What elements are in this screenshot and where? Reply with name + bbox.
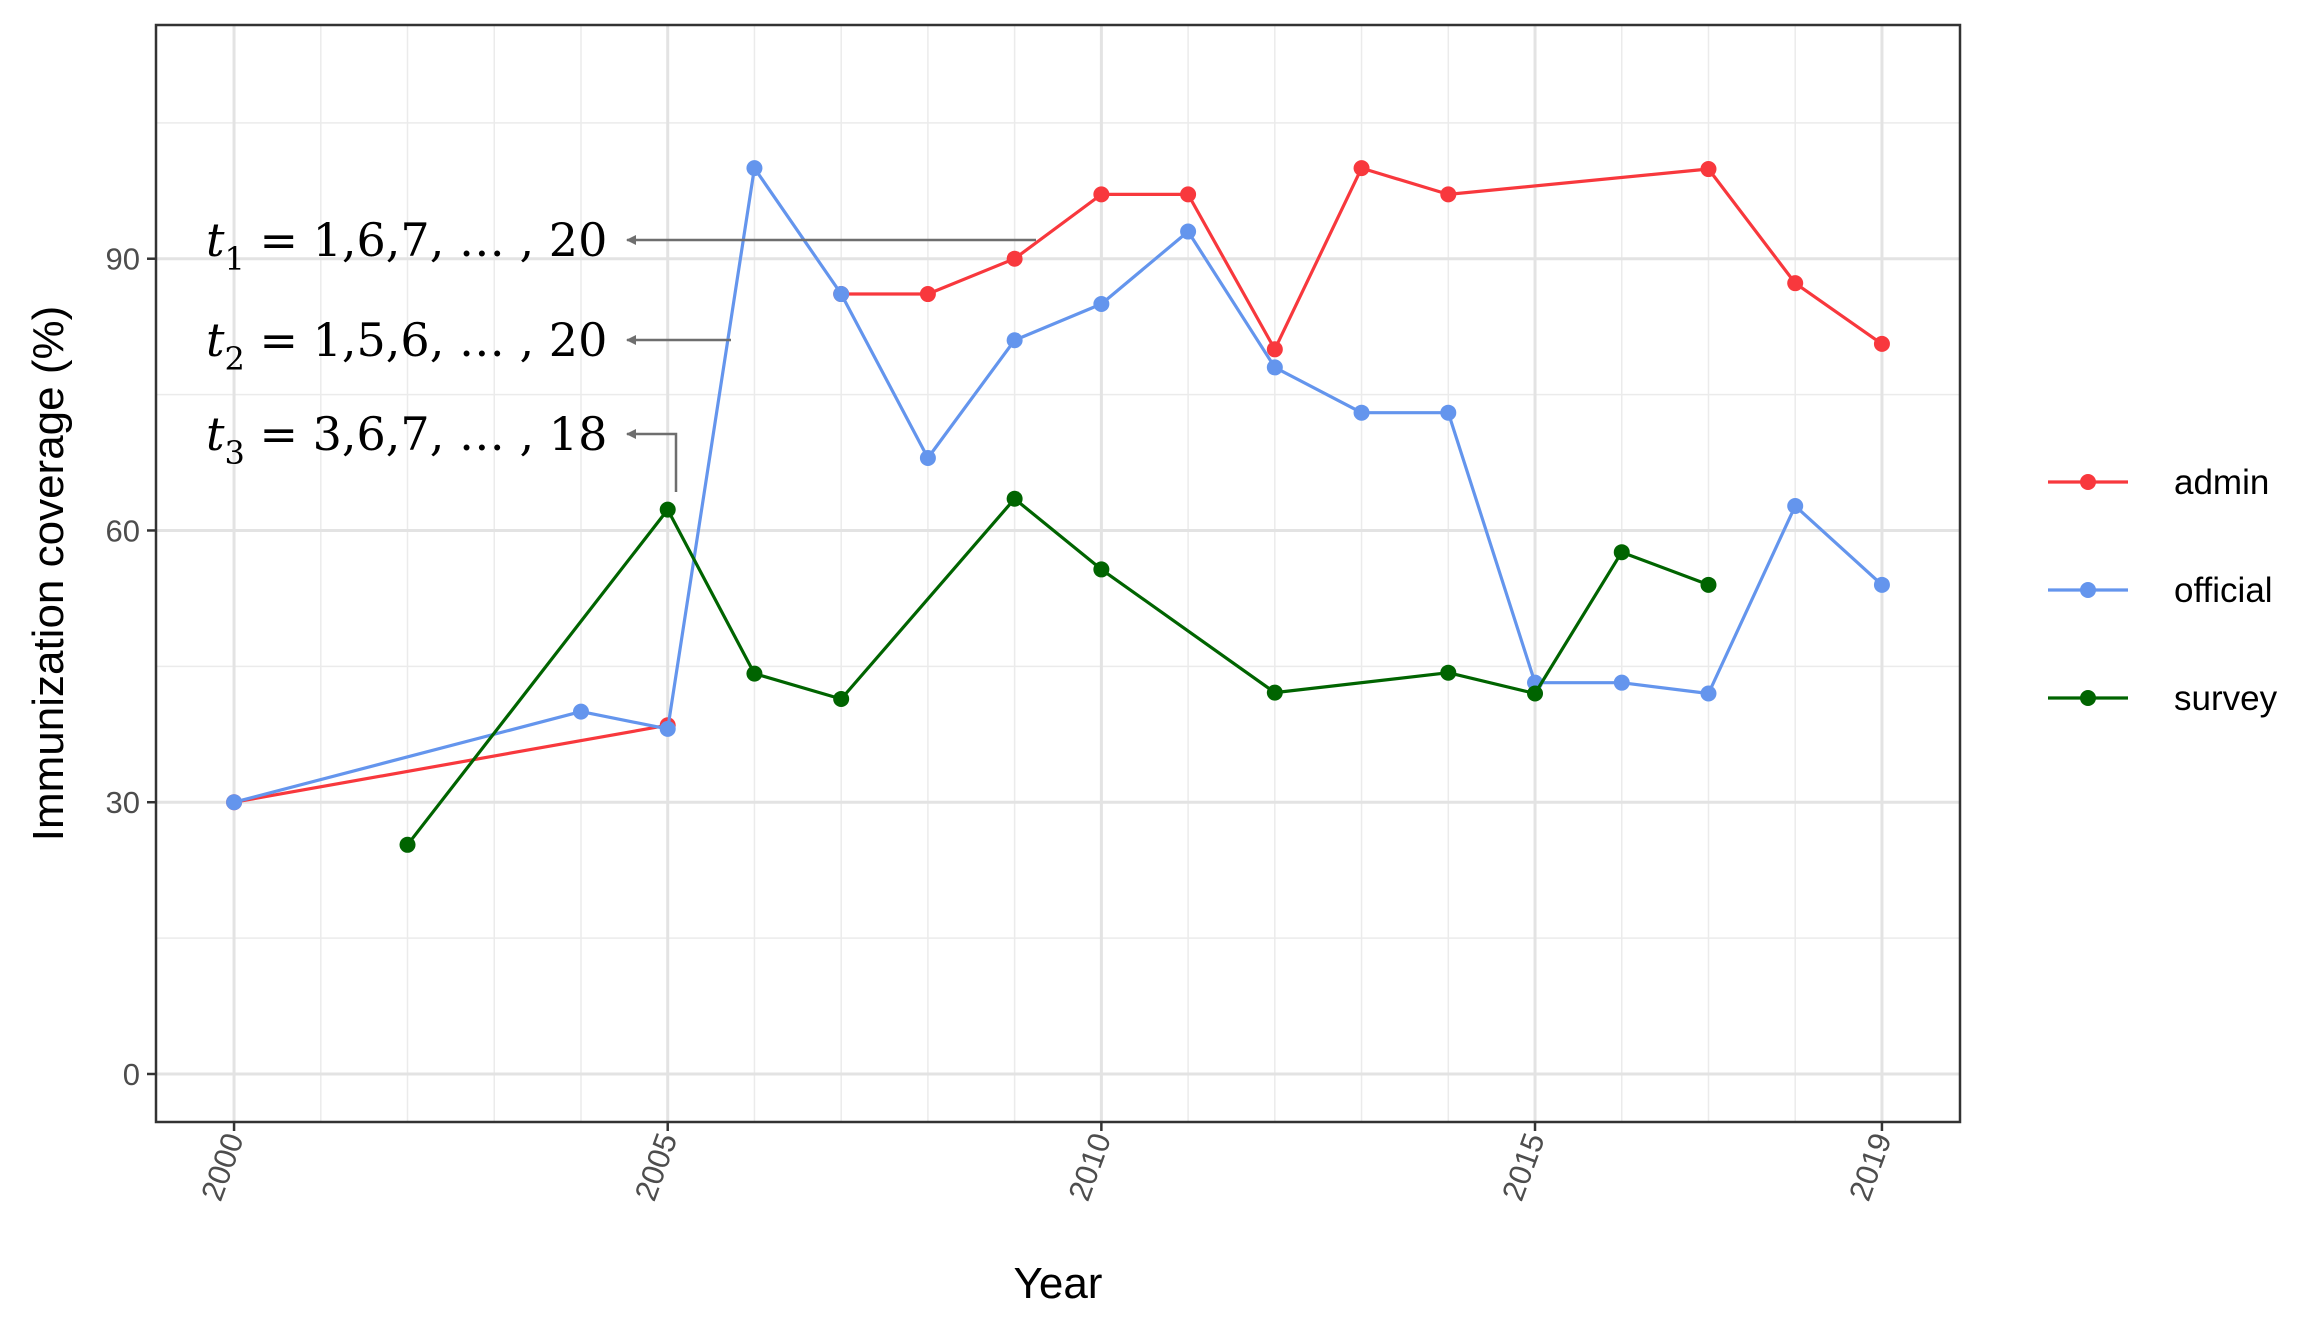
data-point-official	[1353, 404, 1370, 421]
x-tick-label: 2015	[1495, 1128, 1551, 1205]
data-point-survey	[833, 690, 850, 707]
data-point-official	[226, 794, 243, 811]
annotation-subscript: 2	[225, 340, 245, 378]
annotation-subscript: 1	[225, 240, 245, 278]
x-tick-label: 2000	[194, 1128, 250, 1205]
legend-key-point-admin	[2080, 474, 2096, 490]
panel-border	[154, 23, 1962, 1124]
y-tick-label: 90	[106, 242, 140, 277]
annotation-values: = 1,5,6, … , 20	[245, 313, 607, 367]
series-line-admin	[233, 723, 668, 804]
data-point-survey	[1613, 544, 1630, 561]
series-layer	[226, 160, 1890, 853]
annotation-var: t	[206, 313, 225, 367]
annotation-label: t1 = 1,6,7, … , 20	[206, 213, 607, 278]
data-point-official	[1440, 404, 1457, 421]
panel-border	[154, 23, 1962, 1124]
data-point-admin	[1006, 250, 1023, 267]
axis-ticks	[147, 257, 1884, 1131]
data-point-official	[572, 703, 589, 720]
data-point-survey	[1006, 490, 1023, 507]
y-tick-label: 0	[123, 1057, 140, 1092]
legend-label-admin: admin	[2174, 463, 2269, 502]
y-tick-label: 30	[106, 785, 140, 820]
data-point-survey	[1700, 576, 1717, 593]
data-point-survey	[1266, 684, 1283, 701]
data-point-official	[1787, 498, 1804, 515]
legend-label-survey: survey	[2174, 679, 2278, 718]
annotation-subscript: 3	[225, 434, 245, 472]
legend: admin official survey	[2048, 463, 2278, 718]
data-point-official	[1180, 223, 1197, 240]
x-axis-title: Year	[1014, 1259, 1103, 1308]
data-point-admin	[1440, 186, 1457, 203]
data-point-official	[1093, 296, 1110, 313]
data-point-official	[1700, 685, 1717, 702]
annotation-var: t	[206, 407, 225, 461]
data-point-official	[919, 450, 936, 467]
x-tick-label: 2010	[1061, 1128, 1117, 1205]
data-point-official	[746, 160, 763, 177]
series-line-survey	[406, 497, 1710, 846]
data-point-survey	[1527, 685, 1544, 702]
y-axis-title: Immunization coverage (%)	[24, 306, 73, 842]
data-point-official	[659, 720, 676, 737]
data-point-survey	[1440, 664, 1457, 681]
annotation-label: t3 = 3,6,7, … , 18	[206, 407, 607, 472]
annotation-values: = 1,6,7, … , 20	[245, 213, 607, 267]
x-tick-label: 2019	[1842, 1128, 1898, 1205]
data-point-admin	[1266, 341, 1283, 358]
data-point-survey	[399, 836, 416, 853]
legend-key-point-survey	[2080, 690, 2096, 706]
data-point-survey	[659, 501, 676, 518]
axis-tick-labels: 0 30 60 90 2000 2005 2010 2015 2019	[106, 242, 1899, 1205]
data-point-admin	[1353, 160, 1370, 177]
data-point-admin	[1700, 161, 1717, 178]
y-tick-label: 60	[106, 513, 140, 548]
legend-key-point-official	[2080, 582, 2096, 598]
grid-minor	[156, 25, 1960, 1122]
data-point-official	[1266, 359, 1283, 376]
data-point-official	[1873, 576, 1890, 593]
data-point-official	[1006, 332, 1023, 349]
data-point-admin	[919, 286, 936, 303]
data-point-survey	[1093, 561, 1110, 578]
data-point-survey	[746, 665, 763, 682]
grid-major	[156, 25, 1960, 1122]
annotation-values: = 3,6,7, … , 18	[245, 407, 607, 461]
data-point-admin	[1093, 186, 1110, 203]
annotation-label: t2 = 1,5,6, … , 20	[206, 313, 607, 378]
data-point-admin	[1873, 335, 1890, 352]
legend-label-official: official	[2174, 571, 2273, 610]
x-tick-label: 2005	[628, 1128, 684, 1205]
data-point-admin	[1787, 275, 1804, 292]
annotation-var: t	[206, 213, 225, 267]
data-point-official	[833, 286, 850, 303]
data-point-admin	[1180, 186, 1197, 203]
data-point-official	[1613, 674, 1630, 691]
annotation-arrow	[626, 429, 678, 492]
